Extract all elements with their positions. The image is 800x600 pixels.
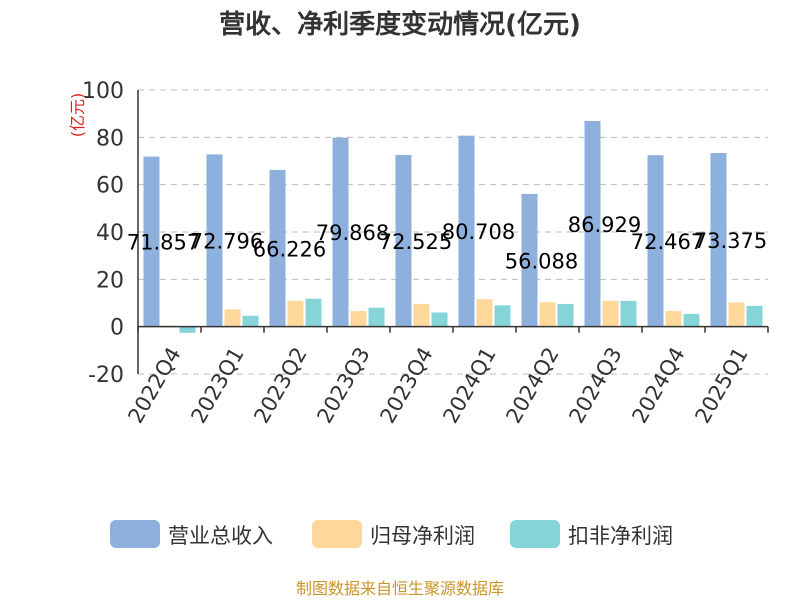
bar-1 <box>521 193 538 327</box>
data-label: 73.375 <box>694 229 767 253</box>
bar-1 <box>647 155 664 327</box>
bar-1 <box>584 120 601 327</box>
data-label: 56.088 <box>505 249 578 273</box>
data-label: 72.467 <box>631 230 704 254</box>
y-tick-label: 60 <box>96 174 124 199</box>
bar-1 <box>143 156 160 327</box>
bar-1 <box>458 135 475 327</box>
x-tick-label: 2025Q1 <box>690 343 752 427</box>
bar-2 <box>602 300 619 327</box>
bar-2 <box>476 299 493 327</box>
bar-2 <box>224 309 241 327</box>
bar-1 <box>269 169 286 327</box>
bar-1 <box>206 154 223 327</box>
bar-3 <box>179 326 196 333</box>
x-tick-label: 2024Q1 <box>438 343 500 427</box>
y-tick-label: 80 <box>96 126 124 151</box>
bar-3 <box>431 312 448 327</box>
bars <box>143 120 763 333</box>
chart-title: 营收、净利季度变动情况(亿元) <box>219 9 581 40</box>
legend-item-3[interactable]: 扣非净利润 <box>510 520 673 548</box>
bar-3 <box>557 303 574 327</box>
legend-swatch <box>110 520 160 548</box>
legend-label: 归母净利润 <box>370 524 475 548</box>
data-label: 66.226 <box>253 237 326 261</box>
bar-2 <box>665 311 682 327</box>
bar-3 <box>242 315 259 327</box>
data-label: 71.857 <box>127 231 200 255</box>
bar-2 <box>350 311 367 327</box>
y-tick-label: 100 <box>82 79 124 104</box>
source-note: 制图数据来自恒生聚源数据库 <box>296 579 504 598</box>
y-tick-label: 0 <box>110 316 124 341</box>
x-tick-label: 2023Q2 <box>249 343 311 427</box>
bar-3 <box>305 298 322 327</box>
bar-1 <box>395 155 412 327</box>
data-label: 79.868 <box>316 221 389 245</box>
bar-1 <box>710 153 727 327</box>
x-tick-label: 2023Q1 <box>186 343 248 427</box>
bar-3 <box>746 305 763 327</box>
y-tick-label: 20 <box>96 268 124 293</box>
data-label: 80.708 <box>442 220 515 244</box>
data-label: 86.929 <box>568 213 641 237</box>
bar-2 <box>413 303 430 327</box>
bar-3 <box>494 305 511 327</box>
data-label: 72.525 <box>379 230 452 254</box>
bar-3 <box>620 300 637 327</box>
data-label: 72.796 <box>190 230 263 254</box>
bar-2 <box>287 300 304 327</box>
legend-label: 营业总收入 <box>168 524 273 548</box>
bar-2 <box>539 302 556 327</box>
legend-item-1[interactable]: 营业总收入 <box>110 520 273 548</box>
gridlines <box>138 89 768 375</box>
x-tick-label: 2024Q2 <box>501 343 563 427</box>
legend[interactable]: 营业总收入 归母净利润 扣非净利润 <box>110 520 673 548</box>
axes <box>137 90 769 374</box>
y-axis-label: (亿元) <box>68 93 87 138</box>
y-tick-label: -20 <box>88 363 124 388</box>
legend-item-2[interactable]: 归母净利润 <box>312 520 475 548</box>
bar-2 <box>728 302 745 327</box>
legend-label: 扣非净利润 <box>568 524 673 548</box>
bar-1 <box>332 137 349 327</box>
bar-3 <box>683 313 700 327</box>
x-tick-label: 2023Q3 <box>312 343 374 427</box>
x-tick-label: 2022Q4 <box>123 343 185 427</box>
x-tick-label: 2024Q3 <box>564 343 626 427</box>
x-tick-label: 2023Q4 <box>375 343 437 427</box>
x-tick-label: 2024Q4 <box>627 343 689 427</box>
legend-swatch <box>312 520 362 548</box>
legend-swatch <box>510 520 560 548</box>
y-tick-label: 40 <box>96 221 124 246</box>
bar-3 <box>368 307 385 327</box>
